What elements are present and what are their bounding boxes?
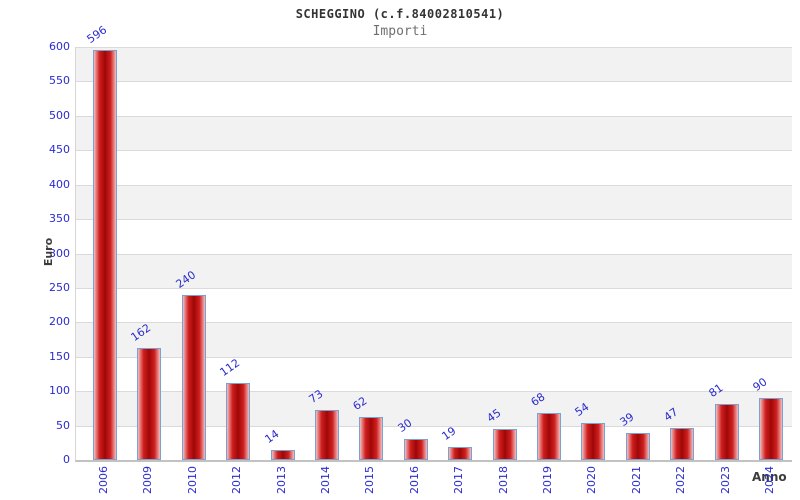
y-tick-label-100: 100: [49, 384, 70, 398]
bar-2018: [492, 429, 517, 460]
gridline-550: [76, 81, 792, 83]
gridline-50: [76, 425, 792, 427]
y-tick-label-250: 250: [49, 280, 70, 294]
x-tick-label-2018: 2018: [496, 466, 510, 494]
plot-band: [76, 184, 792, 220]
bar-2024: [759, 398, 783, 460]
gridline-100: [76, 391, 792, 393]
y-tick-label-550: 550: [49, 74, 70, 88]
bar-2006: [93, 50, 117, 460]
y-tick-label-0: 0: [63, 453, 70, 466]
chart-subtitle: Importi: [372, 24, 428, 39]
x-tick-label-2016: 2016: [407, 466, 421, 494]
gridline-400: [76, 184, 792, 186]
bar-2017: [448, 447, 473, 460]
bar-2010: [181, 295, 206, 460]
gridline-200: [76, 322, 792, 324]
bar-2021: [625, 433, 650, 460]
y-tick-label-450: 450: [49, 143, 70, 157]
gridline-300: [76, 253, 792, 255]
bar-2012: [226, 383, 251, 460]
bar-2023: [714, 404, 739, 460]
y-tick-label-600: 600: [49, 40, 70, 53]
bar-2019: [537, 413, 561, 460]
gridline-150: [76, 356, 792, 358]
bar-2013: [270, 450, 295, 460]
x-tick-label-2021: 2021: [629, 466, 643, 494]
x-tick-label-2023: 2023: [718, 466, 732, 494]
x-tick-label-2010: 2010: [185, 466, 199, 494]
x-axis-title: Anno: [752, 470, 787, 484]
bar-2014: [315, 410, 339, 460]
x-tick-label-2019: 2019: [541, 466, 554, 494]
x-tick-label-2020: 2020: [585, 466, 599, 494]
plot-band: [76, 115, 792, 151]
chart-title: SCHEGGINO (c.f.84002810541): [295, 7, 505, 21]
y-tick-label-400: 400: [49, 177, 70, 191]
y-tick-label-200: 200: [49, 315, 70, 329]
y-tick-label-50: 50: [56, 418, 70, 432]
y-axis-title: Euro: [42, 237, 55, 267]
x-tick-label-2022: 2022: [674, 466, 688, 494]
y-tick-label-500: 500: [49, 108, 70, 122]
gridline-500: [76, 115, 792, 117]
plot-band: [76, 81, 792, 116]
x-tick-label-2017: 2017: [452, 466, 466, 494]
bar-2015: [359, 417, 384, 460]
gridline-250: [76, 287, 792, 289]
x-tick-label-2012: 2012: [230, 466, 244, 494]
x-tick-label-2014: 2014: [319, 466, 332, 494]
bar-2020: [581, 423, 606, 460]
gridline-350: [76, 219, 792, 221]
bar-2022: [670, 428, 695, 460]
plot-band: [76, 219, 792, 254]
y-tick-label-350: 350: [49, 212, 70, 226]
gridline-450: [76, 150, 792, 152]
x-tick-label-2013: 2013: [274, 466, 288, 494]
plot-area: 596 162 240 112 14 73 62 30 19 45 68 54 39 47 81 90: [75, 23, 792, 462]
x-tick-label-2015: 2015: [363, 466, 377, 494]
plot-band: [76, 47, 792, 82]
y-tick-label-300: 300: [49, 246, 70, 260]
x-tick-label-2024: 2024: [763, 466, 776, 494]
x-tick-label-2009: 2009: [141, 466, 155, 494]
y-tick-label-150: 150: [49, 349, 70, 363]
gridline-600: [76, 47, 792, 48]
bar-2016: [403, 439, 428, 460]
plot-band: [76, 150, 792, 185]
bar-2009: [137, 348, 162, 460]
plot-band: [76, 253, 792, 288]
x-tick-label-2006: 2006: [97, 466, 110, 494]
